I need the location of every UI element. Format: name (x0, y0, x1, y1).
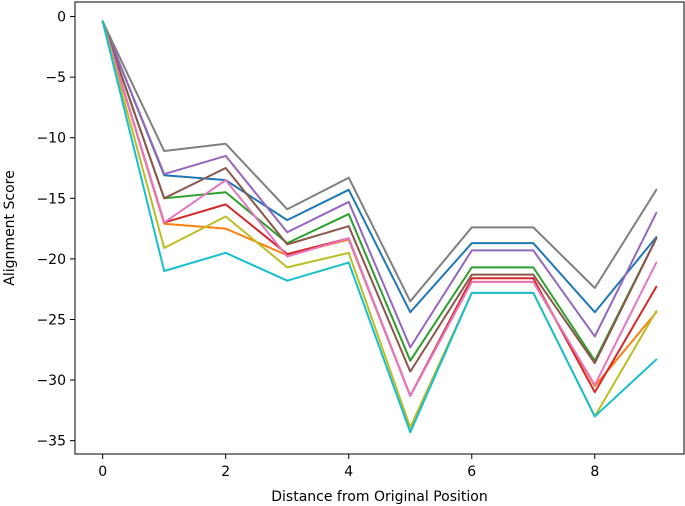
x-tick-label: 6 (467, 464, 476, 480)
series-line-5 (101, 20, 658, 349)
x-tick-label: 2 (221, 464, 230, 480)
series-layer (101, 20, 658, 434)
series-line-8 (101, 20, 658, 303)
series-line-10 (101, 20, 658, 434)
tick-layer: 0 2 4 6 8 0 −5 −10 −15 −20 −25 −30 −35 (36, 10, 599, 480)
y-tick-label: −30 (36, 373, 66, 389)
y-tick-label: −5 (45, 70, 66, 86)
y-tick-label: −15 (36, 191, 66, 207)
y-axis-title: Alignment Score (2, 170, 18, 285)
x-tick-label: 8 (590, 464, 599, 480)
y-tick-label: −10 (36, 131, 66, 147)
series-line-3 (101, 20, 658, 362)
x-tick-label: 4 (344, 464, 353, 480)
y-tick-label: −20 (36, 252, 66, 268)
series-line-1 (101, 20, 658, 314)
series-line-6 (101, 20, 658, 373)
series-line-7 (101, 20, 658, 397)
y-tick-label: 0 (57, 10, 66, 26)
x-axis-title: Distance from Original Position (271, 489, 487, 505)
plot-frame (74, 1, 685, 455)
y-tick-label: −25 (36, 312, 66, 328)
y-tick-label: −35 (36, 434, 66, 450)
x-tick-label: 0 (98, 464, 107, 480)
